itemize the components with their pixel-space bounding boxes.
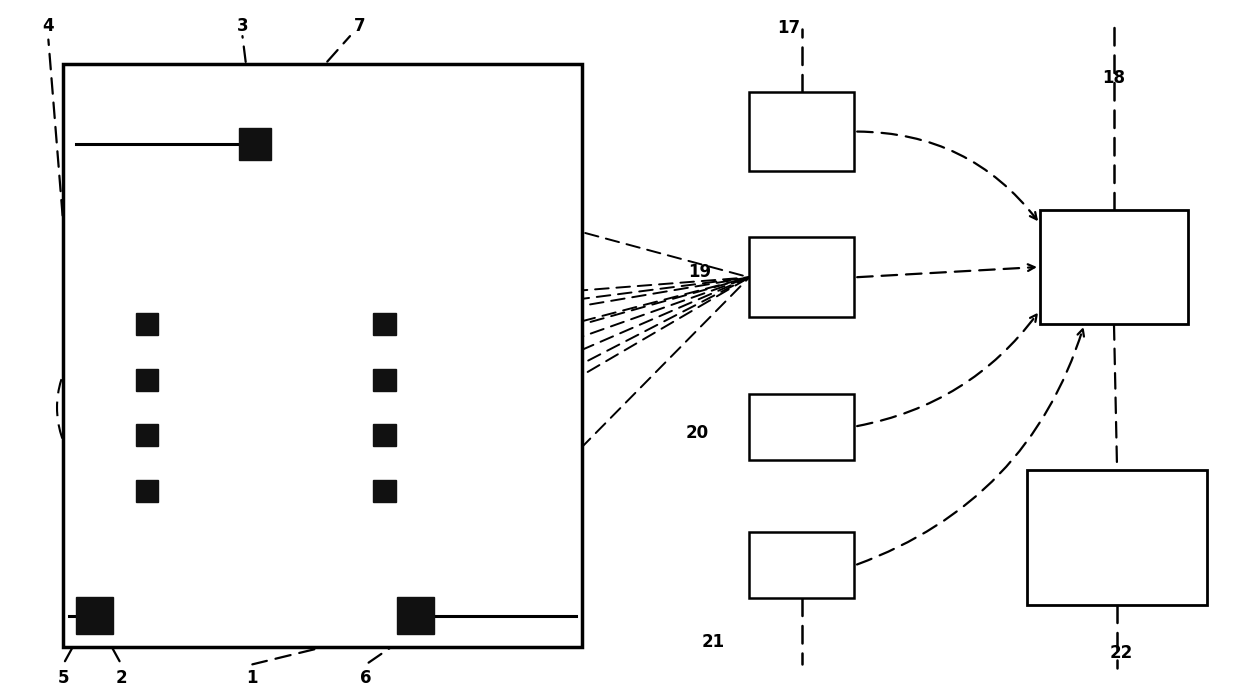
Text: 9: 9 <box>352 474 362 489</box>
Bar <box>239 128 271 160</box>
Bar <box>1040 210 1188 324</box>
Text: 16: 16 <box>169 307 190 323</box>
Text: 17: 17 <box>777 19 800 37</box>
Text: 10: 10 <box>169 474 190 489</box>
Text: 12: 12 <box>169 419 190 434</box>
Bar <box>750 394 855 459</box>
Bar <box>136 424 159 446</box>
Bar <box>750 533 855 599</box>
Text: 15: 15 <box>341 307 362 323</box>
Bar <box>750 238 855 317</box>
Text: 2: 2 <box>115 669 128 687</box>
Text: 20: 20 <box>686 424 709 442</box>
Text: 5: 5 <box>57 669 69 687</box>
Bar <box>373 313 395 335</box>
Text: 21: 21 <box>701 633 725 651</box>
Bar <box>1027 470 1207 606</box>
Text: 11: 11 <box>342 419 362 434</box>
Text: 3: 3 <box>237 17 248 35</box>
Text: 13: 13 <box>341 363 362 378</box>
Text: 8: 8 <box>89 187 102 205</box>
Bar <box>373 480 395 502</box>
Bar <box>63 64 582 647</box>
Text: 7: 7 <box>354 17 366 35</box>
Bar <box>373 424 395 446</box>
Text: 14: 14 <box>169 363 190 378</box>
Text: 18: 18 <box>1103 69 1125 86</box>
Bar <box>76 597 113 634</box>
Bar <box>396 597 434 634</box>
Text: 19: 19 <box>689 263 711 281</box>
Bar <box>373 369 395 391</box>
Text: 1: 1 <box>247 669 258 687</box>
Text: 22: 22 <box>1110 643 1132 661</box>
Text: 4: 4 <box>42 17 55 35</box>
Bar <box>136 369 159 391</box>
Bar <box>136 480 159 502</box>
Bar <box>136 313 159 335</box>
Text: 6: 6 <box>361 669 372 687</box>
Bar <box>750 91 855 171</box>
